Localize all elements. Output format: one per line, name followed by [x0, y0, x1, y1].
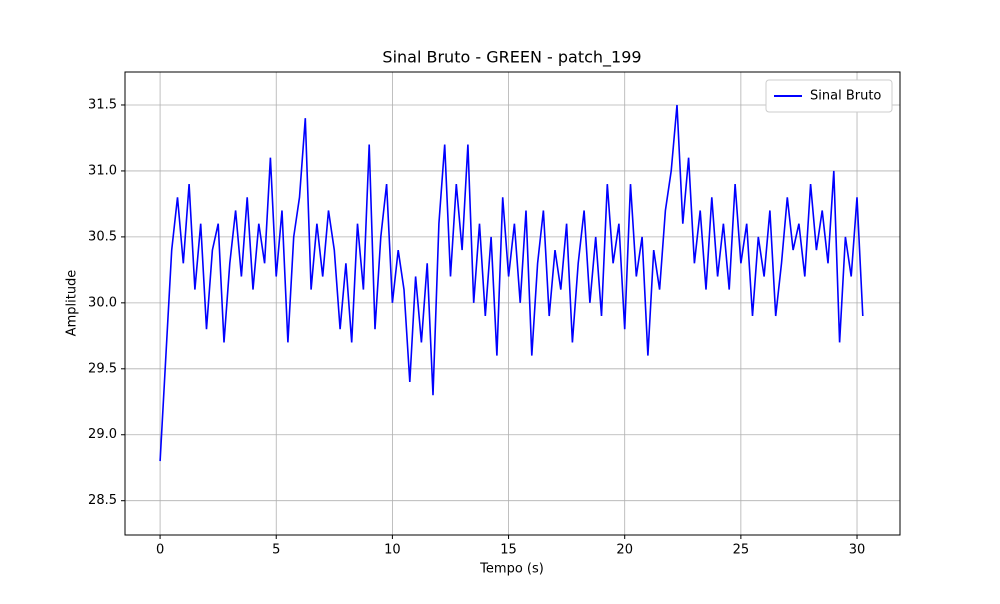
x-tick-label: 15 — [500, 543, 517, 558]
x-tick-label: 5 — [272, 543, 280, 558]
x-tick-label: 25 — [733, 543, 750, 558]
x-axis-label: Tempo (s) — [479, 562, 544, 577]
y-axis-label: Amplitude — [65, 270, 80, 337]
y-tick-label: 30.5 — [88, 229, 117, 244]
y-tick-label: 29.5 — [88, 361, 117, 376]
y-tick-label: 31.5 — [88, 97, 117, 112]
y-tick-label: 28.5 — [88, 493, 117, 508]
plot-frame — [124, 71, 901, 536]
y-tick-label: 29.0 — [88, 427, 117, 442]
x-tick-label: 10 — [384, 543, 401, 558]
x-tick-label: 20 — [616, 543, 633, 558]
x-tick-label: 30 — [849, 543, 866, 558]
x-tick-label: 0 — [156, 543, 164, 558]
line-series — [159, 104, 864, 462]
legend-box — [765, 79, 893, 113]
chart-title: Sinal Bruto - GREEN - patch_199 — [382, 48, 641, 68]
legend-label: Sinal Bruto — [810, 89, 881, 104]
y-tick-label: 30.0 — [88, 295, 117, 310]
y-tick-label: 31.0 — [88, 163, 117, 178]
